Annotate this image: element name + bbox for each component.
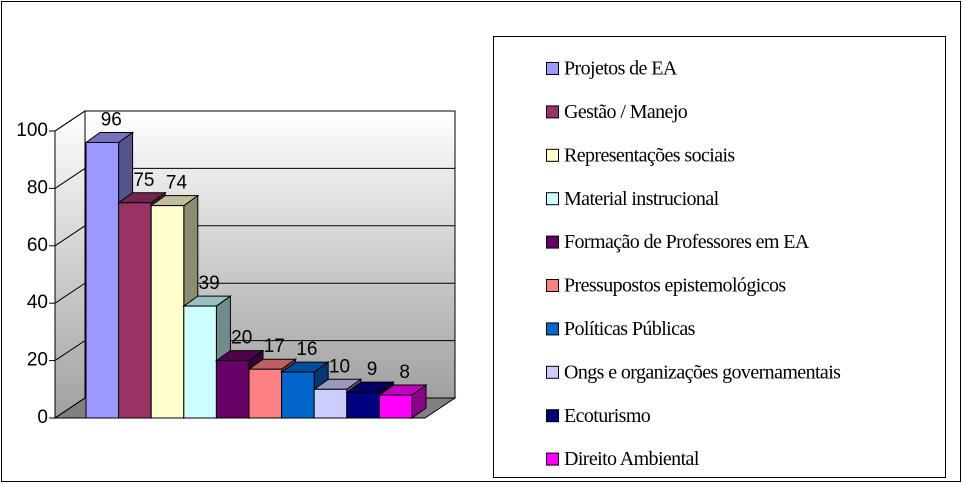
legend-label: Ongs e organizações governamentais <box>564 361 841 383</box>
bar <box>183 305 217 419</box>
data-label: 8 <box>399 362 410 383</box>
legend-swatch <box>546 322 559 336</box>
bar <box>313 388 348 419</box>
bar <box>215 360 250 419</box>
legend-swatch <box>546 192 559 206</box>
legend-box <box>493 36 946 478</box>
data-label: 74 <box>166 173 188 194</box>
legend-label: Formação de Professores em EA <box>564 231 810 253</box>
data-label: 20 <box>231 328 252 349</box>
legend-swatch <box>546 148 559 162</box>
data-label: 39 <box>199 273 220 294</box>
data-label: 96 <box>101 109 122 130</box>
bar <box>248 368 283 419</box>
legend-swatch <box>546 409 559 423</box>
legend-label: Material instrucional <box>564 188 720 210</box>
data-label: 16 <box>296 339 317 360</box>
legend-label: Pressupostos epistemológicos <box>564 275 786 297</box>
legend-swatch <box>546 105 559 119</box>
data-label: 10 <box>329 356 350 377</box>
bar <box>346 391 380 419</box>
legend-swatch <box>546 279 559 292</box>
legend-label: Representações sociais <box>564 144 735 166</box>
legend-swatch <box>546 235 559 249</box>
y-tick-label: 80 <box>27 177 48 198</box>
legend-label: Direito Ambiental <box>564 448 700 470</box>
grid-line <box>54 167 455 189</box>
legend-swatch <box>546 365 559 379</box>
grid-line <box>54 110 455 132</box>
bar <box>150 205 185 419</box>
grid-line <box>54 225 455 247</box>
legend-label: Gestão / Manejo <box>564 101 688 123</box>
y-tick-label: 20 <box>27 350 48 371</box>
data-label: 17 <box>264 336 285 357</box>
grid-line <box>54 282 455 304</box>
bar <box>378 394 413 419</box>
bar <box>85 141 120 419</box>
y-tick-label: 40 <box>27 292 48 313</box>
y-tick-label: 60 <box>27 235 48 256</box>
grid-line <box>54 340 455 362</box>
legend-swatch <box>546 452 559 466</box>
data-label: 75 <box>133 170 154 191</box>
legend-label: Ecoturismo <box>564 405 651 427</box>
legend-swatch <box>546 62 559 75</box>
side-wall <box>54 110 86 419</box>
data-label: 9 <box>367 359 378 380</box>
legend-label: Projetos de EA <box>564 58 678 80</box>
y-tick-label: 100 <box>16 120 48 141</box>
bar <box>281 371 315 419</box>
bar <box>118 202 152 419</box>
y-tick-label: 0 <box>37 407 48 428</box>
legend-label: Políticas Públicas <box>564 318 696 340</box>
